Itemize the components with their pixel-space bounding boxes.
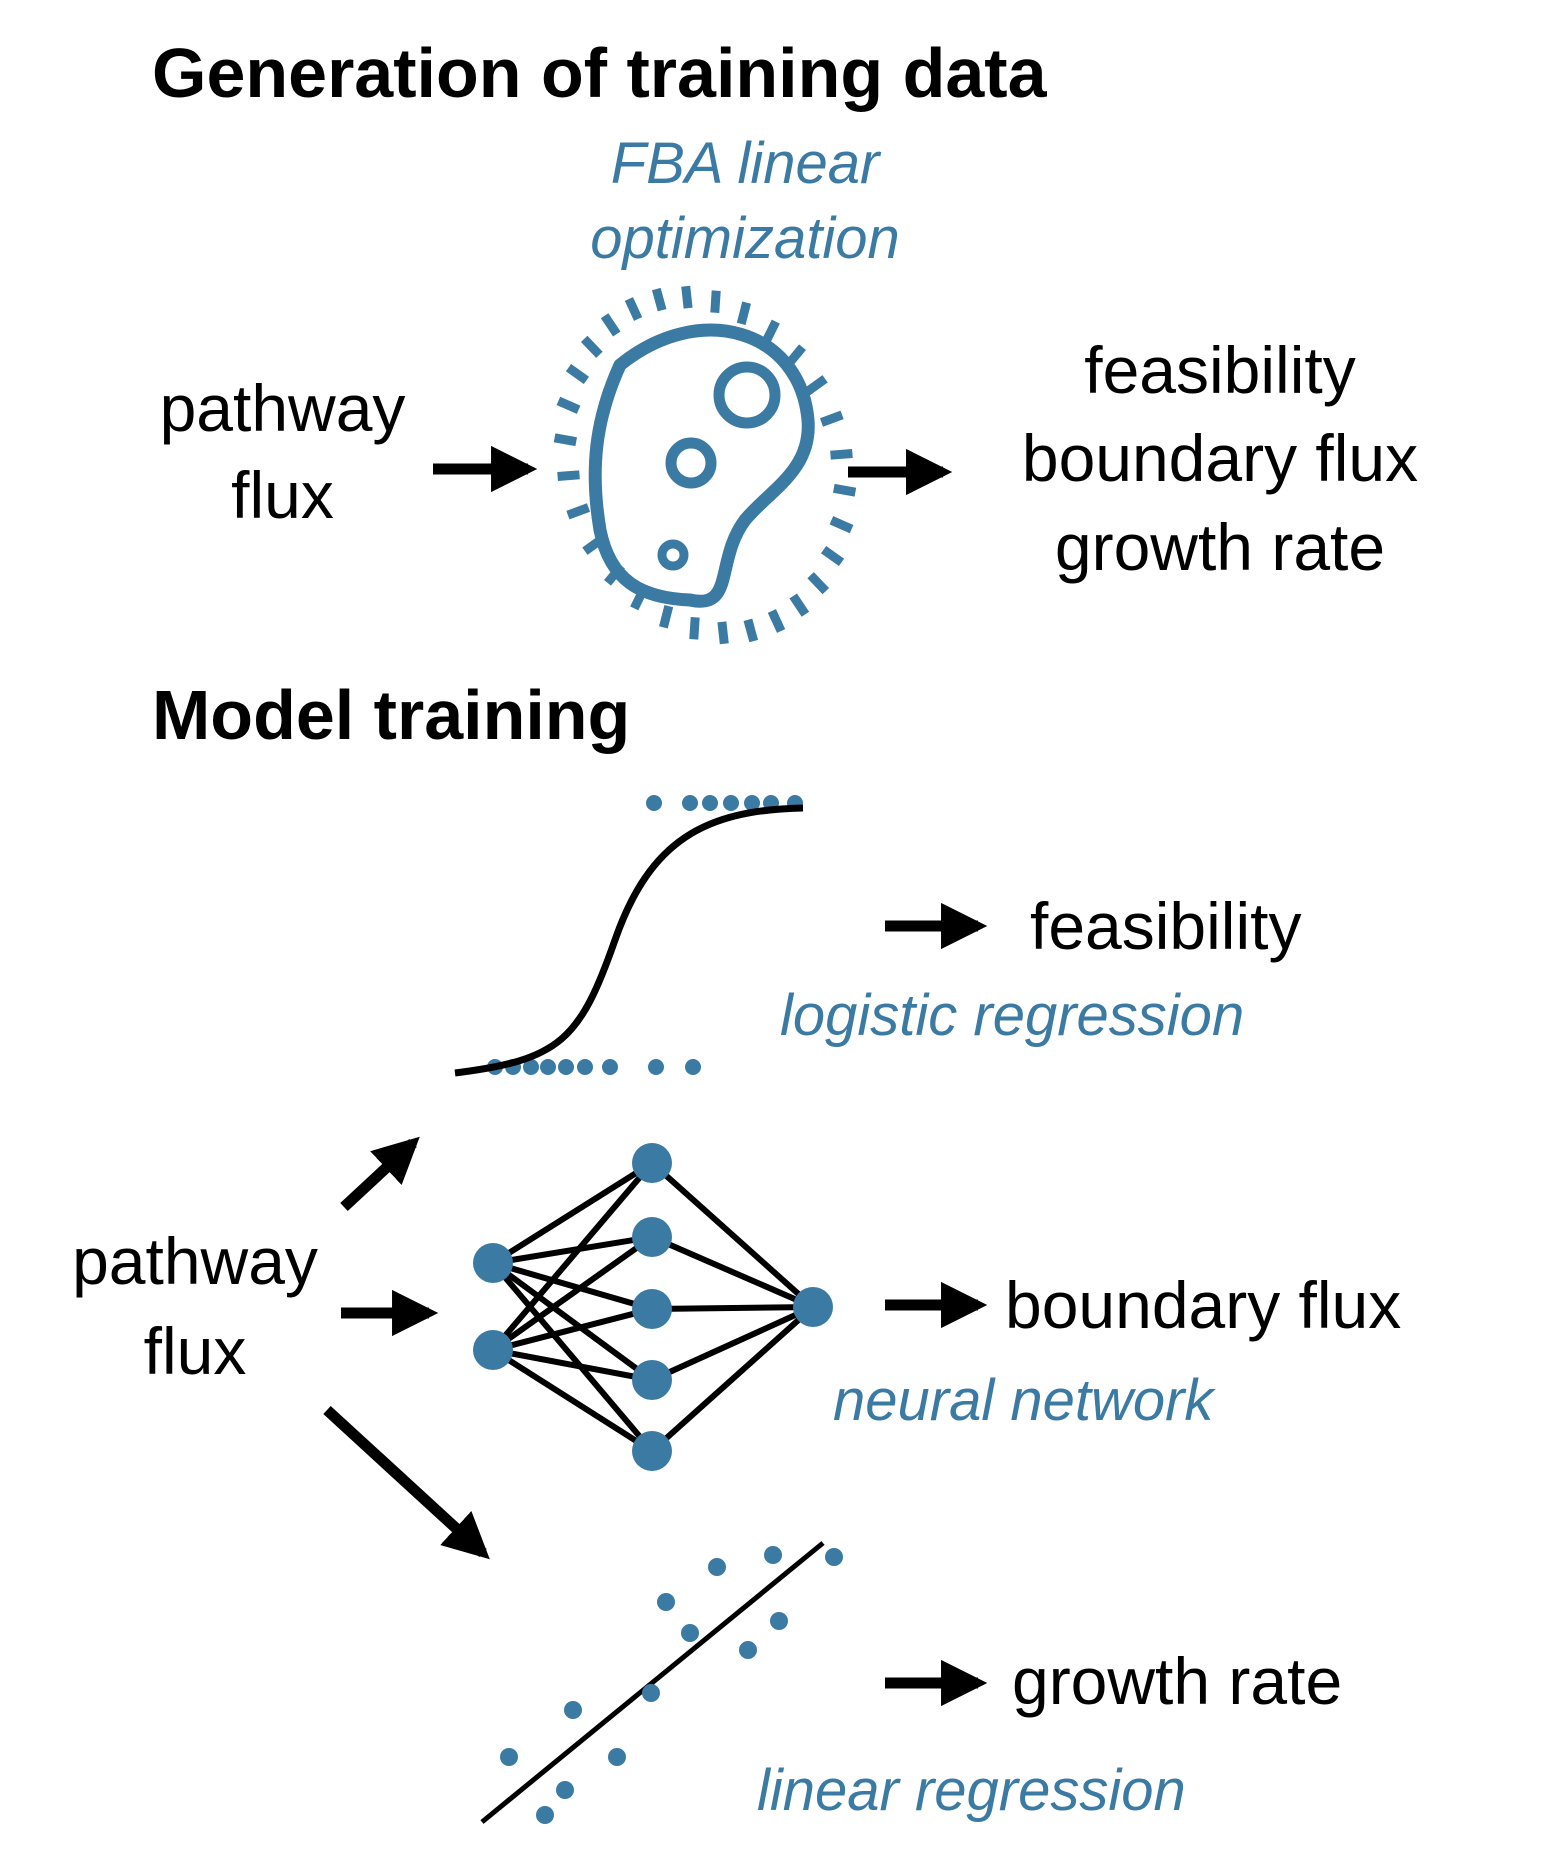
arrow-to-logistic	[340, 1136, 420, 1212]
model-feasibility-output: feasibility	[1030, 889, 1302, 963]
linear-regression-label: linear regression	[757, 1758, 1186, 1823]
fba-method-line2: optimization	[590, 206, 900, 271]
output-feasibility: feasibility	[1084, 333, 1356, 407]
model-input-line1: pathway	[72, 1224, 318, 1298]
fba-method-line1: FBA linear	[610, 131, 880, 196]
input-label-line2: flux	[231, 458, 334, 532]
logistic-regression-label: logistic regression	[780, 983, 1245, 1048]
section2-heading: Model training	[152, 676, 631, 754]
output-growth-rate: growth rate	[1054, 510, 1386, 584]
scatter-line-icon	[480, 1541, 843, 1824]
output-boundary-flux: boundary flux	[1021, 421, 1419, 495]
section1-heading: Generation of training data	[152, 34, 1047, 112]
input-label-line1: pathway	[159, 371, 406, 445]
neural-network-label: neural network	[833, 1368, 1214, 1433]
neural-network-icon	[473, 1143, 833, 1471]
sigmoid-curve-icon	[454, 795, 804, 1077]
model-input-line2: flux	[143, 1314, 247, 1388]
model-growth-rate-output: growth rate	[1012, 1644, 1343, 1718]
model-boundary-flux-output: boundary flux	[1005, 1268, 1402, 1342]
arrow-to-linear	[323, 1405, 490, 1560]
bacterium-icon	[553, 285, 857, 645]
